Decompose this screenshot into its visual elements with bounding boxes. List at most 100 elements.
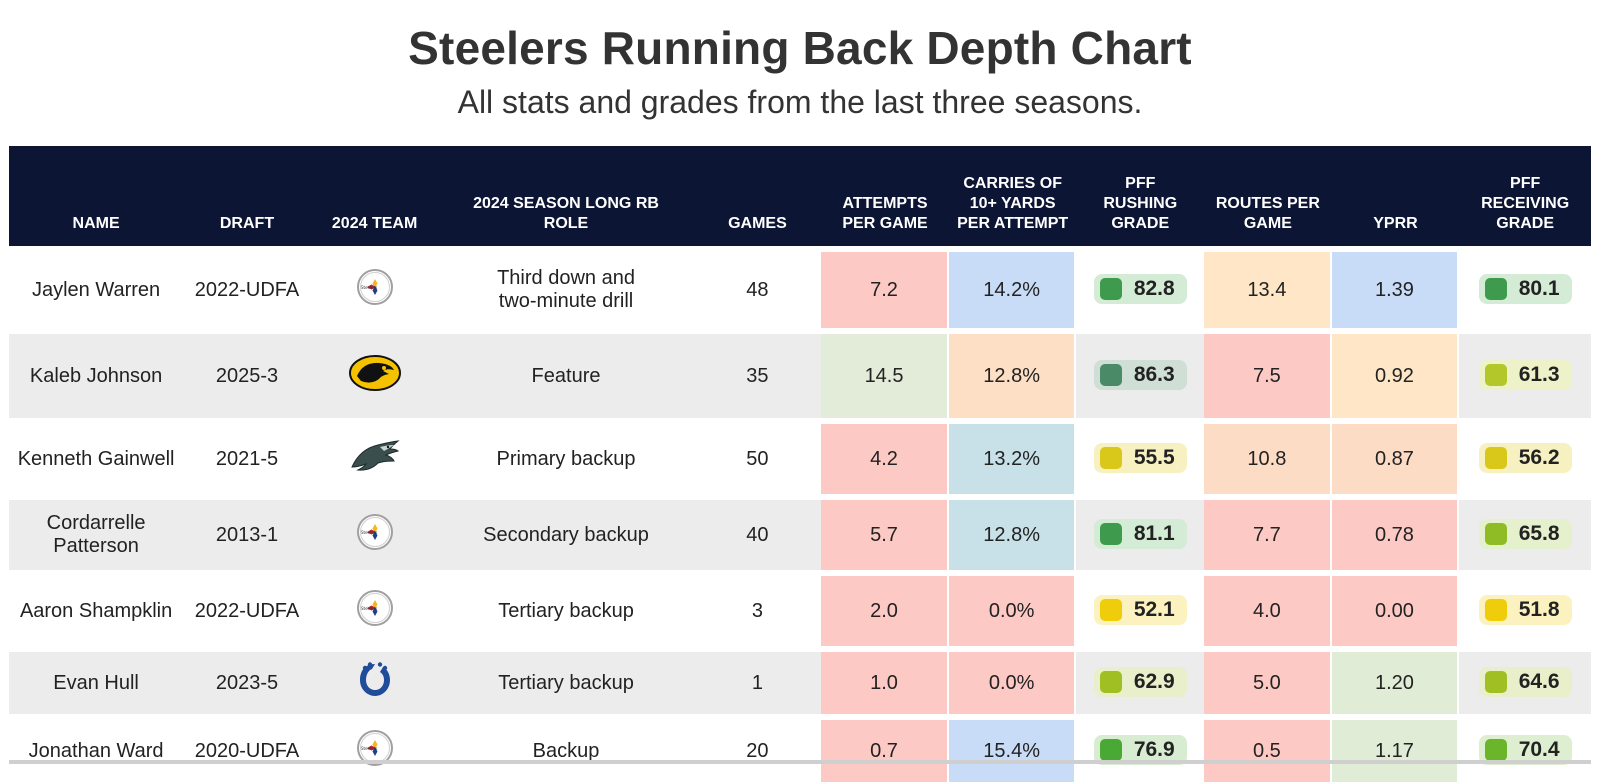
column-header[interactable]: CARRIES OF 10+ YARDS PER ATTEMPT: [948, 146, 1077, 246]
games-cell: 1: [693, 652, 822, 714]
table-row[interactable]: Jonathan Ward 2020-UDFA Steelers Backup 20 0.…: [9, 720, 1591, 782]
eagles-logo-icon: [350, 437, 400, 481]
routes-per-game-cell: 7.7: [1204, 500, 1332, 570]
column-header[interactable]: NAME: [9, 146, 184, 246]
rushing-grade-value: 76.9: [1133, 738, 1175, 761]
attempts-per-game-cell: 5.7: [821, 500, 949, 570]
games-cell: 35: [693, 334, 822, 418]
column-header[interactable]: ROUTES PER GAME: [1204, 146, 1332, 246]
column-header[interactable]: GAMES: [693, 146, 822, 246]
rushing-grade-cell: 52.1: [1076, 576, 1205, 646]
yprr-cell: 0.00: [1331, 576, 1460, 646]
receiving-grade-badge: 64.6: [1478, 667, 1572, 697]
games-cell: 20: [746, 739, 769, 762]
depth-chart-table-wrapper: NAME DRAFT 2024 TEAM 2024 SEASON LONG RB…: [9, 146, 1591, 782]
iowa-hawkeyes-logo-icon: [348, 354, 401, 398]
steelers-logo-icon: Steelers: [356, 729, 394, 773]
carries-10-plus-cell: 14.2%: [948, 252, 1077, 328]
column-header[interactable]: ATTEMPTS PER GAME: [821, 146, 949, 246]
draft-cell: 2013-1: [183, 500, 311, 570]
table-row[interactable]: Cordarrelle Patterson 2013-1 Steelers Secon…: [9, 500, 1591, 570]
carries-10-plus-cell: 12.8%: [948, 500, 1077, 570]
team-cell: [310, 652, 439, 714]
row-spacer: [9, 494, 1591, 500]
rushing-grade-value: 82.8: [1133, 277, 1175, 300]
column-header[interactable]: PFF RUSHING GRADE: [1076, 146, 1205, 246]
draft-cell: 2020-UDFA: [194, 739, 300, 762]
player-name: Aaron Shampklin: [19, 599, 173, 622]
steelers-logo-icon: Steelers: [356, 589, 394, 633]
player-name: Cordarrelle Patterson: [9, 500, 184, 570]
rushing-grade-cell: 62.9: [1076, 652, 1205, 714]
table-row[interactable]: Jaylen Warren 2022-UDFA Steelers Third down…: [9, 252, 1591, 328]
row-spacer: [9, 418, 1591, 424]
column-header[interactable]: DRAFT: [183, 146, 311, 246]
rushing-grade-badge: 86.3: [1093, 360, 1187, 390]
draft-cell: 2022-UDFA: [194, 278, 300, 301]
column-header[interactable]: 2024 TEAM: [310, 146, 439, 246]
carries-10-plus-cell: 12.8%: [948, 334, 1077, 418]
routes-per-game-cell: 5.0: [1204, 652, 1332, 714]
attempts-per-game-cell: 4.2: [821, 424, 949, 494]
team-cell: Steelers: [311, 252, 439, 328]
receiving-grade-value: 65.8: [1518, 522, 1560, 545]
svg-text:Steelers: Steelers: [361, 606, 377, 611]
team-cell: Steelers: [311, 576, 439, 646]
player-name: Evan Hull: [9, 652, 184, 714]
table-row[interactable]: Kenneth Gainwell 2021-5 Primary backup 50 4.…: [9, 424, 1591, 494]
player-name: Kaleb Johnson: [9, 334, 184, 418]
carries-10-plus-cell: 0.0%: [948, 652, 1077, 714]
draft-cell: 2021-5: [215, 447, 279, 470]
table-row[interactable]: Kaleb Johnson 2025-3 Feature 35 14.5 12.8% 86.…: [9, 334, 1591, 418]
carries-10-plus-cell: 0.0%: [948, 576, 1077, 646]
rushing-grade-badge: 81.1: [1093, 519, 1187, 549]
column-header[interactable]: 2024 SEASON LONG RB ROLE: [438, 146, 694, 246]
player-name: Jonathan Ward: [28, 739, 164, 762]
receiving-grade-cell: 80.1: [1459, 252, 1591, 328]
draft-cell: 2023-5: [183, 652, 311, 714]
routes-per-game-cell: 4.0: [1204, 576, 1332, 646]
receiving-grade-badge: 80.1: [1478, 274, 1572, 304]
team-cell: Steelers: [311, 720, 439, 782]
grade-swatch-icon: [1484, 447, 1507, 469]
team-cell: Steelers: [310, 500, 439, 570]
rushing-grade-value: 86.3: [1133, 363, 1175, 386]
yprr-cell: 1.20: [1331, 652, 1460, 714]
rushing-grade-badge: 55.5: [1093, 443, 1187, 473]
table-row[interactable]: Aaron Shampklin 2022-UDFA Steelers Tertiary…: [9, 576, 1591, 646]
player-name: Jaylen Warren: [31, 278, 161, 301]
role-cell: Feature: [438, 334, 694, 418]
row-spacer: [9, 246, 1591, 252]
grade-swatch-icon: [1099, 278, 1122, 300]
rushing-grade-cell: 82.8: [1076, 252, 1205, 328]
attempts-per-game-cell: 0.7: [821, 720, 949, 782]
table-row[interactable]: Evan Hull 2023-5 Tertiary backup 1 1.0 0.0% 62…: [9, 652, 1591, 714]
receiving-grade-badge: 51.8: [1478, 595, 1572, 625]
grade-swatch-icon: [1484, 739, 1507, 761]
receiving-grade-cell: 64.6: [1459, 652, 1591, 714]
games-cell: 3: [751, 599, 763, 622]
depth-chart-table: NAME DRAFT 2024 TEAM 2024 SEASON LONG RB…: [9, 146, 1591, 782]
attempts-per-game-cell: 1.0: [821, 652, 949, 714]
column-header[interactable]: PFF RECEIVING GRADE: [1459, 146, 1591, 246]
rushing-grade-value: 52.1: [1133, 598, 1175, 621]
column-header[interactable]: YPRR: [1331, 146, 1460, 246]
draft-cell: 2025-3: [183, 334, 311, 418]
grade-swatch-icon: [1484, 278, 1507, 300]
team-cell: [310, 334, 439, 418]
rushing-grade-value: 62.9: [1133, 670, 1175, 693]
receiving-grade-cell: 51.8: [1459, 576, 1591, 646]
role-cell: Backup: [532, 739, 600, 762]
games-cell: 48: [746, 278, 769, 301]
svg-text:Steelers: Steelers: [361, 285, 377, 290]
receiving-grade-cell: 61.3: [1459, 334, 1591, 418]
svg-text:Steelers: Steelers: [361, 530, 377, 535]
grade-swatch-icon: [1099, 671, 1122, 693]
team-cell: [311, 424, 439, 494]
role-cell: Primary backup: [496, 447, 636, 470]
role-cell: Third down and two-minute drill: [497, 267, 635, 312]
rushing-grade-cell: 55.5: [1076, 424, 1205, 494]
routes-per-game-cell: 10.8: [1204, 424, 1332, 494]
grade-swatch-icon: [1484, 523, 1507, 545]
receiving-grade-value: 64.6: [1518, 670, 1560, 693]
